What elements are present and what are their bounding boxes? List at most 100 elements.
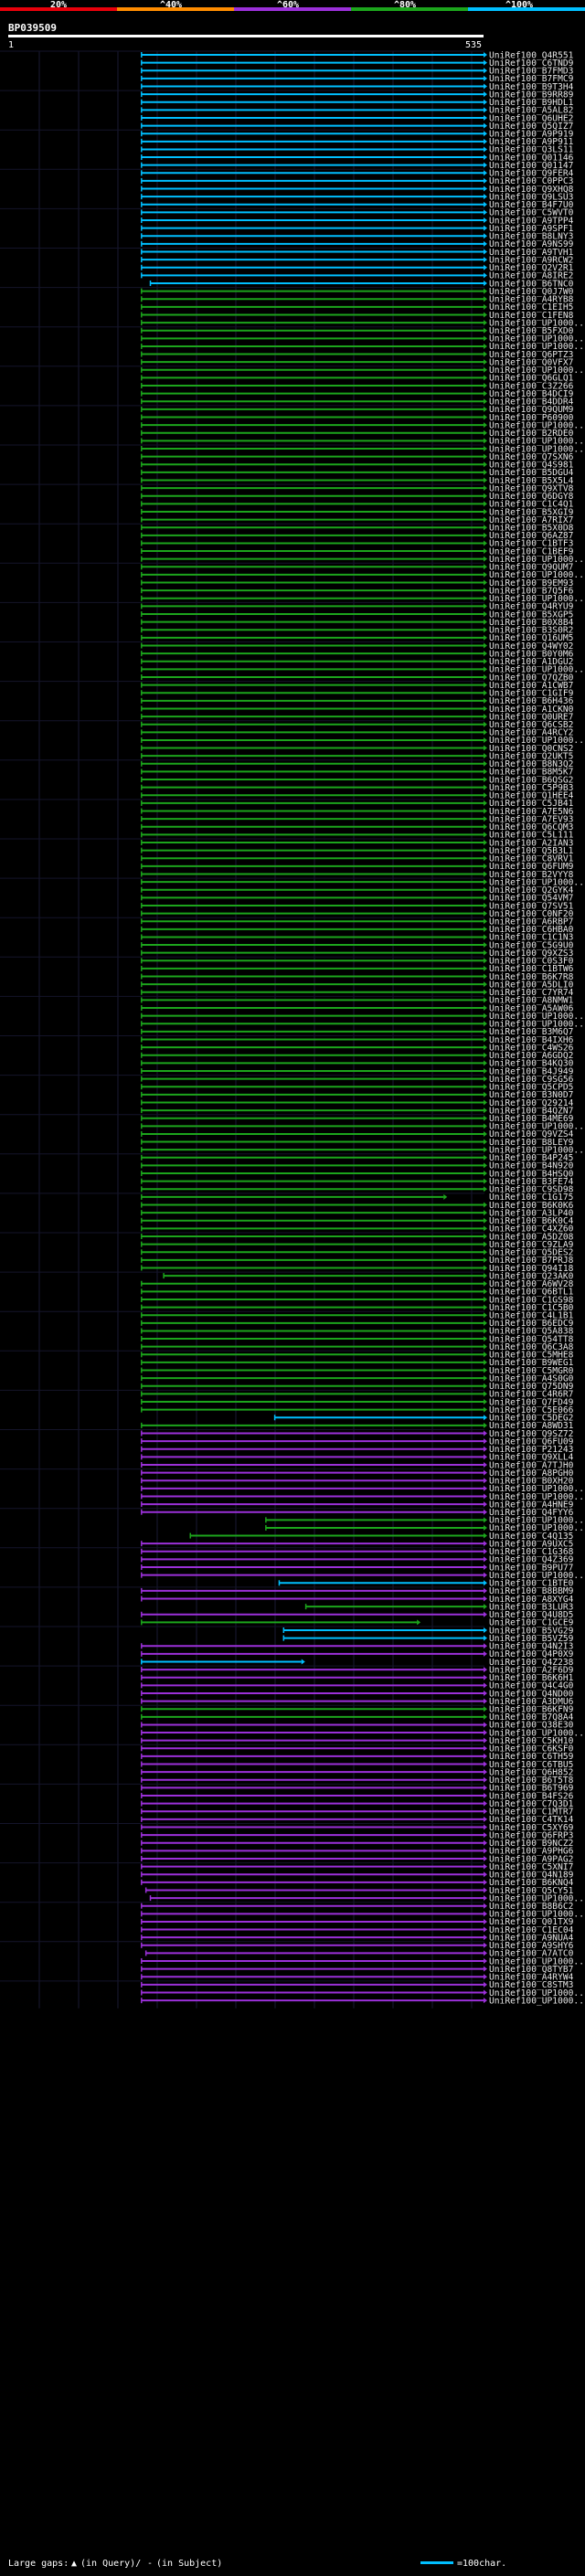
hit-label[interactable]: UniRef100_Q9FER4 [489,169,574,179]
hit-row[interactable]: UniRef100_A8WD31 [141,1421,574,1431]
hit-label[interactable]: UniRef100_B2RDE0 [489,429,574,439]
hit-row[interactable]: UniRef100_Q4P0X9 [141,1649,574,1659]
hit-row[interactable]: UniRef100_C4L1B1 [141,1311,574,1321]
hit-row[interactable]: UniRef100_Q5DES2 [141,1248,574,1258]
hit-label[interactable]: UniRef100_A9NS99 [489,239,574,249]
hit-label[interactable]: UniRef100_C4TK14 [489,1815,574,1825]
hit-row[interactable]: UniRef100_UP1000.. [141,366,584,376]
hit-row[interactable]: UniRef100_UP1000.. [141,1996,584,2006]
hit-label[interactable]: UniRef100_Q4RYU9 [489,602,574,612]
hit-row[interactable]: UniRef100_Q4RYU9 [141,602,574,612]
hit-label[interactable]: UniRef100_UP1000.. [489,1145,584,1155]
hit-label[interactable]: UniRef100_C6TND9 [489,58,574,69]
hit-label[interactable]: UniRef100_B3S0R2 [489,626,573,636]
hit-label[interactable]: UniRef100_UP1000.. [489,570,584,580]
hit-row[interactable]: UniRef100_B7Q5F6 [141,586,574,596]
hit-row[interactable]: UniRef100_A9NS99 [141,239,574,249]
hit-row[interactable]: UniRef100_A9SHY6 [141,1941,574,1951]
hit-label[interactable]: UniRef100_UP1000.. [489,334,584,345]
hit-row[interactable]: UniRef100_Q6UHE2 [141,113,574,123]
hit-label[interactable]: UniRef100_UP1000.. [489,1012,584,1022]
hit-label[interactable]: UniRef100_A7EV93 [489,814,574,824]
hit-label[interactable]: UniRef100_Q6GLQ1 [489,374,574,384]
hit-label[interactable]: UniRef100_Q94I18 [489,1264,574,1274]
hit-row[interactable]: UniRef100_Q9XZS3 [141,949,574,959]
hit-label[interactable]: UniRef100_A7E5N6 [489,807,574,817]
hit-row[interactable]: UniRef100_C1G175 [141,1193,574,1203]
hit-label[interactable]: UniRef100_A9UXC5 [489,1539,573,1549]
hit-row[interactable]: UniRef100_Q9SZ72 [141,1429,574,1439]
hit-row[interactable]: UniRef100_Q6H852 [141,1767,574,1777]
hit-row[interactable]: UniRef100_B7FMC9 [141,74,574,84]
hit-label[interactable]: UniRef100_A8PGH0 [489,1468,574,1479]
hit-row[interactable]: UniRef100_Q6C3A8 [141,1342,574,1352]
hit-label[interactable]: UniRef100_B7Q8A4 [489,1712,574,1723]
hit-label[interactable]: UniRef100_B6T5T8 [489,1776,574,1786]
hit-row[interactable]: UniRef100_A7EV93 [141,814,574,824]
hit-row[interactable]: UniRef100_C6KSF0 [141,1744,574,1754]
hit-row[interactable]: UniRef100_UP1000.. [141,318,584,328]
hit-label[interactable]: UniRef100_B5VG29 [489,1626,574,1636]
hit-row[interactable]: UniRef100_B9RR89 [141,90,574,100]
hit-label[interactable]: UniRef100_B0X8B4 [489,618,574,628]
hit-row[interactable]: UniRef100_A9TVH1 [141,248,574,258]
hit-row[interactable]: UniRef100_B8LEY9 [141,1138,574,1148]
hit-row[interactable]: UniRef100_UP1000.. [141,437,584,447]
hit-label[interactable]: UniRef100_B5XGP5 [489,610,573,620]
hit-label[interactable]: UniRef100_B4FS26 [489,1791,574,1801]
hit-row[interactable]: UniRef100_C0NF20 [141,909,574,919]
hit-row[interactable]: UniRef100_UP1000.. [141,342,584,352]
hit-label[interactable]: UniRef100_Q6C3A8 [489,1342,574,1352]
hit-row[interactable]: UniRef100_B5XGI9 [141,507,574,517]
hit-label[interactable]: UniRef100_B7FMD3 [489,67,574,77]
hit-label[interactable]: UniRef100_A1DGU2 [489,657,573,667]
hit-label[interactable]: UniRef100_B5X0D8 [489,524,574,534]
hit-row[interactable]: UniRef100_Q4U8D5 [141,1610,574,1620]
hit-row[interactable]: UniRef100_C1BTW6 [141,964,574,974]
hit-label[interactable]: UniRef100_B7Q5F6 [489,586,574,596]
hit-label[interactable]: UniRef100_Q5DES2 [489,1248,573,1258]
hit-row[interactable]: UniRef100_C5JB41 [141,799,574,809]
hit-label[interactable]: UniRef100_A5DLI0 [489,980,574,990]
hit-label[interactable]: UniRef100_Q5CY51 [489,1886,574,1896]
hit-label[interactable]: UniRef100_B3LUR3 [489,1602,574,1612]
hit-label[interactable]: UniRef100_C5KH10 [489,1736,574,1746]
hit-label[interactable]: UniRef100_B6K0K6 [489,1201,574,1211]
hit-label[interactable]: UniRef100_Q4N2I3 [489,1642,574,1652]
hit-row[interactable]: UniRef100_A6GDQ2 [141,1051,574,1061]
hit-row[interactable]: UniRef100_C1GIF9 [141,689,574,699]
hit-row[interactable]: UniRef100_B5FXD0 [141,326,574,336]
hit-label[interactable]: UniRef100_B5FXD0 [489,326,574,336]
hit-label[interactable]: UniRef100_Q6UHE2 [489,113,573,123]
hit-label[interactable]: UniRef100_B6K0C4 [489,1216,574,1226]
hit-label[interactable]: UniRef100_Q6AZ87 [489,531,574,541]
hit-row[interactable]: UniRef100_A4RYW4 [141,1973,574,1983]
hit-label[interactable]: UniRef100_B4F7U0 [489,200,574,210]
hit-row[interactable]: UniRef100_Q2UKT5 [141,751,574,761]
hit-row[interactable]: UniRef100_A8XYG4 [141,1595,574,1605]
hit-row[interactable]: UniRef100_UP1000.. [141,1728,584,1738]
hit-label[interactable]: UniRef100_C9ZLA9 [489,1240,574,1250]
hit-row[interactable]: UniRef100_B6K6H1 [141,1673,574,1683]
hit-row[interactable]: UniRef100_B6T5T8 [141,1776,574,1786]
hit-label[interactable]: UniRef100_C1G368 [489,1547,574,1557]
hit-row[interactable]: UniRef100_C1C4Q1 [141,500,574,510]
hit-label[interactable]: UniRef100_UP1000.. [489,437,584,447]
hit-label[interactable]: UniRef100_UP1000.. [489,1996,584,2006]
hit-label[interactable]: UniRef100_B8LNY3 [489,232,574,242]
hit-label[interactable]: UniRef100_C1GCE9 [489,1618,574,1628]
hit-row[interactable]: UniRef100_C5MHE8 [141,1351,574,1361]
hit-row[interactable]: UniRef100_C4Q135 [189,1532,573,1542]
hit-label[interactable]: UniRef100_Q5CPD5 [489,1083,573,1093]
hit-label[interactable]: UniRef100_A7RIX7 [489,515,574,525]
hit-label[interactable]: UniRef100_UP1000.. [489,665,584,675]
hit-row[interactable]: UniRef100_C1GCE9 [141,1618,574,1628]
hit-row[interactable]: UniRef100_Q9XTV8 [141,483,574,493]
hit-label[interactable]: UniRef100_A7TJH0 [489,1460,574,1470]
hit-label[interactable]: UniRef100_UP1000.. [489,318,584,328]
hit-label[interactable]: UniRef100_A2F6D9 [489,1665,574,1675]
hit-row[interactable]: UniRef100_B4DDR4 [141,398,574,408]
hit-label[interactable]: UniRef100_B7FMC9 [489,74,574,84]
hit-label[interactable]: UniRef100_C4Q135 [489,1532,573,1542]
hit-row[interactable]: UniRef100_Q6FU09 [141,1436,574,1447]
